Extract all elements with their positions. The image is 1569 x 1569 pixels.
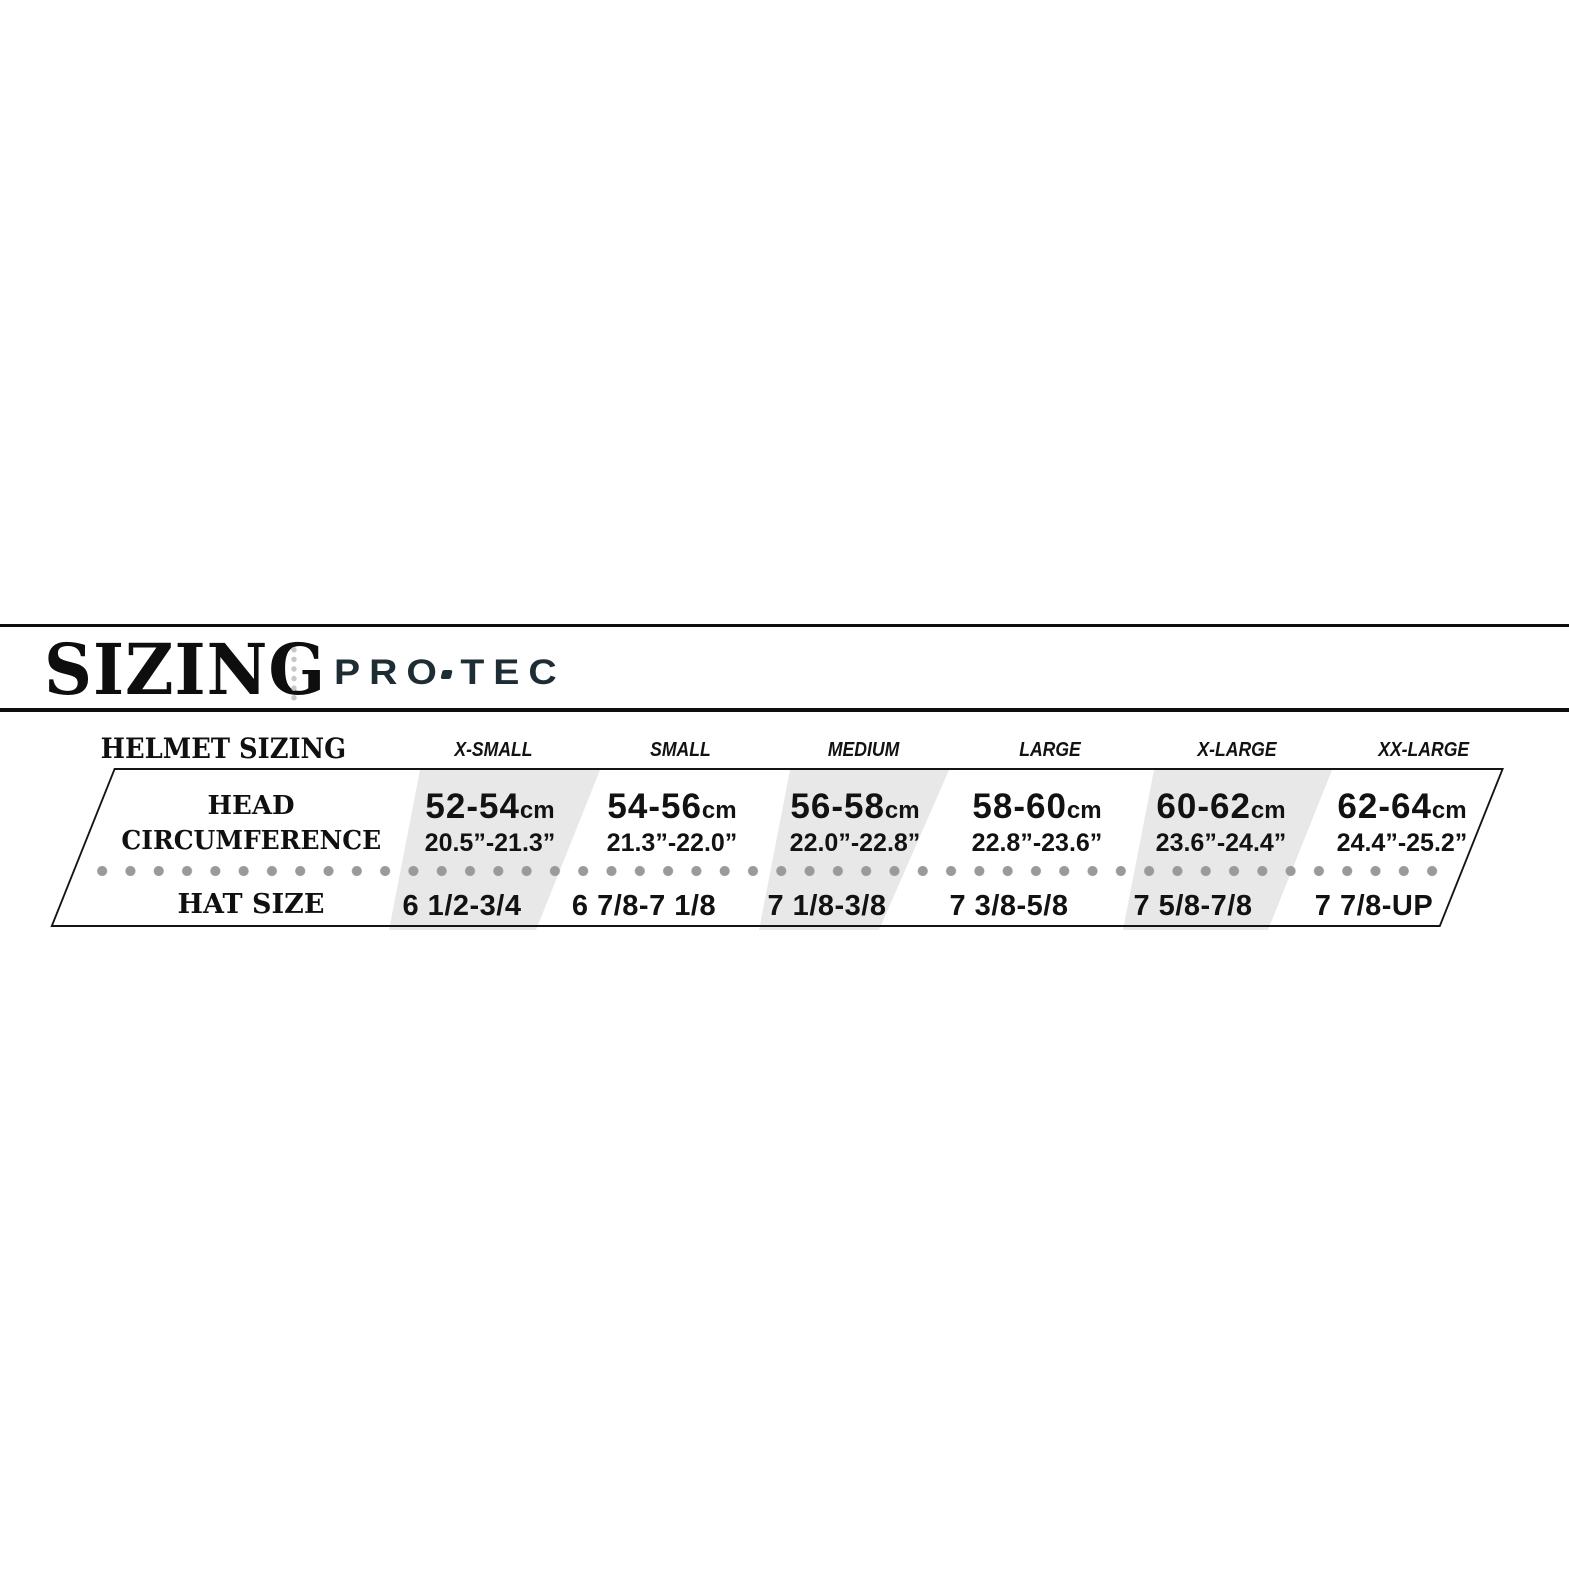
cell-small-inches: 21.3”-22.0” [606,829,738,857]
cell-medium-hat: 7 1/8-3/8 [767,890,887,922]
cell-small-cm: 54-56cm [607,787,737,826]
row-label-head: HEAD [207,791,295,821]
column-header-xx-large: XX-LARGE [1378,739,1470,761]
dotted-row-separator [88,865,1448,877]
cell-xx-large-inches: 24.4”-25.2” [1336,829,1468,857]
cell-x-small-hat: 6 1/2-3/4 [402,890,522,922]
dotted-vertical-separator [291,645,297,703]
cell-large-hat: 7 3/8-5/8 [949,890,1069,922]
column-header-small: SMALL [649,739,711,761]
bottom-divider-line [0,708,1569,712]
table-title: HELMET SIZING [100,732,346,765]
column-header-medium: MEDIUM [828,739,900,761]
column-header-x-large: X-LARGE [1197,739,1277,761]
cell-large-cm: 58-60cm [972,787,1102,826]
cell-x-small-inches: 20.5”-21.3” [424,829,556,857]
cell-xx-large-hat: 7 7/8-UP [1314,890,1434,922]
cell-x-large-cm: 60-62cm [1156,787,1286,826]
logo-text-pro: PRO [334,653,446,692]
cell-medium-inches: 22.0”-22.8” [789,829,921,857]
cell-x-large-inches: 23.6”-24.4” [1155,829,1287,857]
logo-dot-icon [440,670,453,679]
row-label-hat-size: HAT SIZE [177,889,325,920]
column-header-x-small: X-SMALL [453,739,533,761]
cell-large-inches: 22.8”-23.6” [971,829,1103,857]
row-label-circumference: CIRCUMFERENCE [121,826,381,856]
top-divider-line [0,624,1569,627]
logo-text-tec: TEC [460,653,566,692]
cell-xx-large-cm: 62-64cm [1337,787,1467,826]
column-header-large: LARGE [1019,739,1081,761]
cell-x-large-hat: 7 5/8-7/8 [1133,890,1253,922]
page-title: SIZING [44,628,327,711]
cell-small-hat: 6 7/8-7 1/8 [571,890,717,922]
cell-medium-cm: 56-58cm [790,787,920,826]
pro-tec-logo: PRO TEC [334,653,566,692]
cell-x-small-cm: 52-54cm [425,787,555,826]
